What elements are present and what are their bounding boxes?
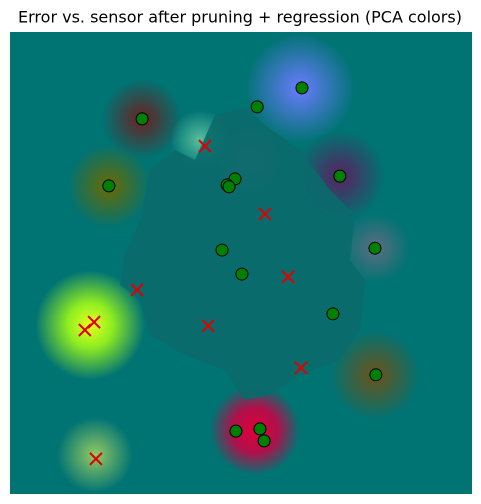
heatmap bbox=[10, 32, 472, 494]
point bbox=[250, 100, 264, 114]
x-marker bbox=[258, 207, 272, 221]
point bbox=[222, 180, 236, 194]
point bbox=[135, 112, 149, 126]
point bbox=[295, 81, 309, 95]
point bbox=[235, 267, 249, 281]
plot-area bbox=[78, 81, 383, 466]
x-marker bbox=[89, 452, 103, 466]
point bbox=[333, 169, 347, 183]
x-marker bbox=[281, 270, 295, 284]
point bbox=[229, 424, 243, 438]
point bbox=[253, 422, 267, 436]
x-marker bbox=[78, 323, 92, 337]
point bbox=[215, 243, 229, 257]
x-marker bbox=[294, 361, 308, 375]
point bbox=[326, 307, 340, 321]
point bbox=[368, 241, 382, 255]
x-marker bbox=[198, 139, 212, 153]
point bbox=[257, 434, 271, 448]
point bbox=[369, 368, 383, 382]
point bbox=[102, 179, 116, 193]
chart-title: Error vs. sensor after pruning + regress… bbox=[18, 8, 462, 27]
x-marker bbox=[130, 283, 144, 297]
x-marker bbox=[201, 319, 215, 333]
